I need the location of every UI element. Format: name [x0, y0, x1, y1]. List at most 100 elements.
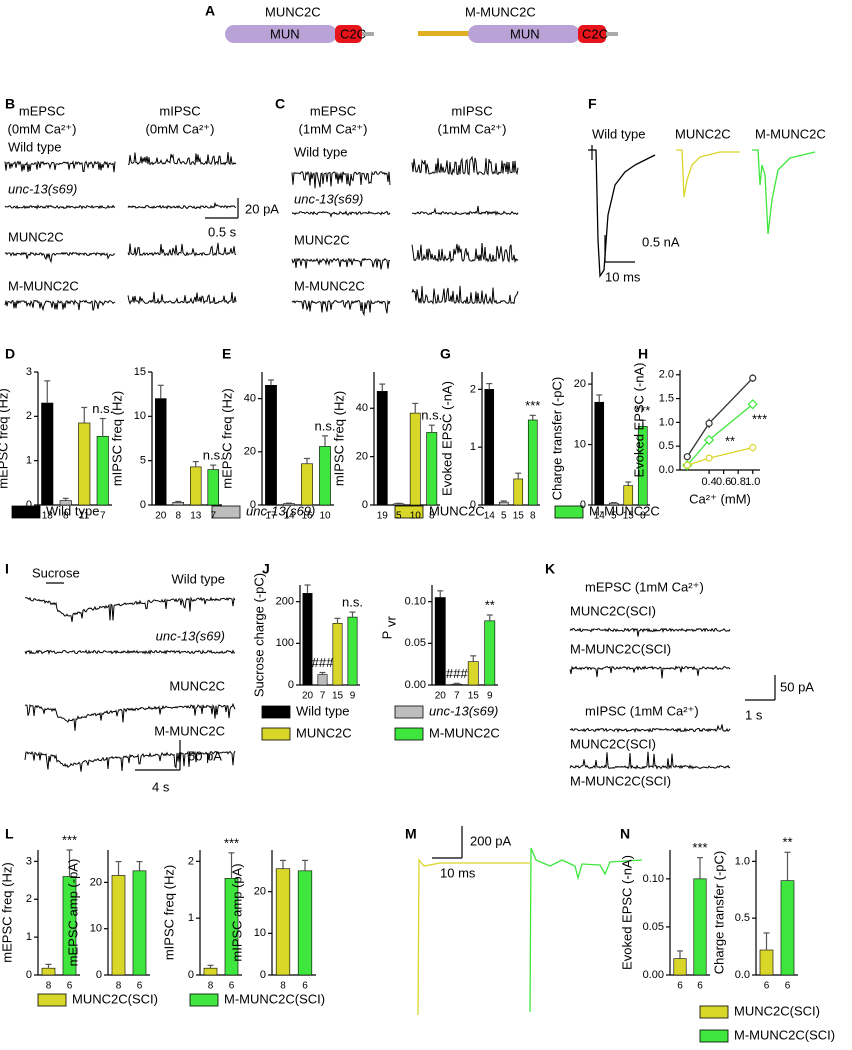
y-tick-label: 1	[188, 912, 194, 924]
x-tick-label: 15	[468, 691, 480, 702]
x-tick-label: 11	[79, 511, 90, 522]
y-axis-label: mEPSC freq (Hz)	[0, 388, 10, 488]
legend-swatch	[554, 505, 584, 519]
x-tick-label: 5	[501, 511, 507, 522]
label: Wild type	[8, 139, 61, 154]
significance: n.s.	[92, 401, 113, 416]
x-tick-label: 8	[530, 511, 536, 522]
x-tick-label: 8	[429, 511, 435, 522]
y-tick-label: 0.05	[643, 921, 664, 933]
y-tick-label: 1.0	[659, 416, 674, 428]
trace	[412, 205, 519, 216]
y-tick-label: 2	[470, 383, 476, 395]
tail	[362, 32, 374, 36]
x-tick-label: 20	[435, 691, 447, 702]
trace	[24, 649, 236, 655]
bar	[302, 593, 313, 686]
x-tick-label: 8	[46, 981, 52, 992]
bar	[484, 620, 496, 686]
significance: n.s.	[315, 418, 336, 433]
label: M-MUNC2C	[755, 126, 826, 141]
x-tick-label: 8	[175, 511, 181, 522]
x-tick-label: 16	[301, 511, 313, 522]
trace	[24, 596, 236, 622]
bar	[41, 967, 56, 976]
bar	[594, 401, 605, 506]
evoked-trace	[417, 858, 530, 1016]
label: unc-13(s69)	[8, 181, 77, 196]
label: MUNC2C	[8, 229, 64, 244]
bar	[78, 422, 91, 506]
significance: ***	[62, 832, 77, 847]
x-tick-label: 8	[63, 511, 69, 522]
y-axis-label: Charge transfer (-pC)	[549, 377, 564, 501]
trace	[127, 201, 237, 210]
legend-entry: M-MUNC2C	[589, 503, 660, 518]
y-tick-label: 2	[26, 893, 32, 905]
trace	[411, 155, 519, 176]
trace	[411, 243, 519, 264]
x-tick-label: 10	[319, 511, 331, 522]
y-tick-label: 0	[96, 969, 102, 981]
significance: ***	[525, 398, 540, 413]
bar	[498, 501, 509, 506]
bar	[96, 435, 109, 506]
construct-label: MUNC2C	[265, 4, 321, 19]
x-tick-label: 18	[42, 511, 54, 522]
y-axis-label: mEPSC amp (-pA)	[65, 859, 80, 967]
legend-swatch	[394, 727, 424, 741]
y-tick-label: 40	[356, 402, 368, 414]
panel-letter: D	[5, 346, 15, 362]
series-line	[687, 446, 753, 466]
y-tick-label: 20	[244, 446, 256, 458]
y-tick-label: 0.5	[659, 440, 674, 452]
x-tick-label: 7	[320, 691, 326, 702]
x-tick-label: 6	[137, 981, 143, 992]
panel-letter: G	[440, 346, 451, 362]
panel-letter: E	[222, 346, 231, 362]
y-tick-label: 1	[26, 931, 32, 943]
label: unc-13(s69)	[156, 628, 225, 643]
y-axis-label: P	[379, 631, 394, 640]
x-tick-label: 7	[454, 691, 460, 702]
x-tick-label: 14	[484, 511, 496, 522]
bar	[275, 868, 291, 976]
y-tick-label: 2	[188, 855, 194, 867]
panel-letter: J	[262, 561, 270, 577]
x-tick-label: 8	[208, 981, 214, 992]
panel-letter: M	[405, 826, 417, 842]
trace	[4, 204, 116, 210]
evoked-trace	[676, 149, 740, 198]
legend-entry: MUNC2C(SCI)	[734, 1003, 820, 1018]
x-tick-label: 20	[302, 691, 314, 702]
bar	[332, 623, 343, 686]
trace	[569, 665, 731, 679]
evoked-trace	[752, 149, 816, 235]
bar	[317, 674, 328, 686]
legend-entry: unc-13(s69)	[429, 703, 498, 718]
x-tick-label: 6	[229, 981, 235, 992]
legend-entry: MUNC2C	[429, 503, 485, 518]
y-tick-label: 1.5	[659, 392, 674, 404]
label: M-MUNC2C(SCI)	[570, 773, 671, 788]
legend-entry: Wild type	[46, 503, 99, 518]
y-tick-label: 0	[140, 499, 146, 511]
label: (1mM Ca²⁺)	[438, 121, 507, 136]
domain-label: C2C	[582, 26, 608, 41]
y-tick-label: 2	[26, 410, 32, 422]
y-axis-label: Sucrose charge (-pC)	[251, 573, 266, 697]
trace	[291, 257, 391, 270]
tail	[606, 32, 618, 36]
n-terminal	[418, 31, 470, 36]
y-axis-label: Evoked EPSC (-nA)	[619, 855, 634, 970]
bar	[759, 949, 774, 976]
bar	[434, 597, 446, 686]
y-tick-label: 100	[276, 637, 294, 649]
label: MUNC2C(SCI)	[570, 736, 656, 751]
x-tick-label: 9	[487, 691, 493, 702]
legend-swatch	[37, 993, 67, 1007]
panel-letter: N	[620, 826, 630, 842]
point	[747, 399, 758, 410]
x-tick-label: 8	[280, 981, 286, 992]
label: mEPSC	[19, 103, 65, 118]
